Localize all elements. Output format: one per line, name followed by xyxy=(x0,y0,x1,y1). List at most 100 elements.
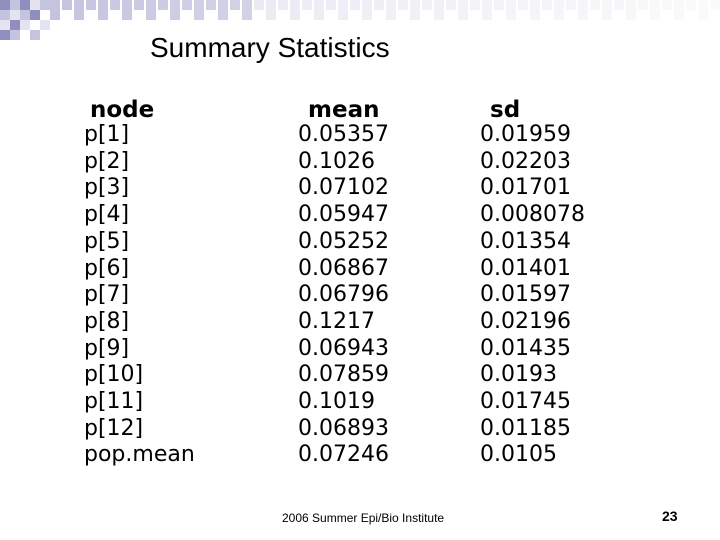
mosaic-strip-square xyxy=(446,0,456,10)
column-header-node: node xyxy=(90,97,155,123)
mosaic-strip-square xyxy=(254,0,264,10)
cell-node: p[8] xyxy=(84,308,130,334)
table-row: p[10] 0.07859 0.0193 xyxy=(80,362,630,389)
mosaic-strip-square xyxy=(230,0,240,10)
column-header-mean: mean xyxy=(308,97,380,123)
mosaic-strip-square xyxy=(158,0,168,10)
mosaic-strip-square xyxy=(410,0,420,20)
cell-mean: 0.05357 xyxy=(298,122,389,147)
mosaic-strip-square xyxy=(278,0,288,10)
cell-sd: 0.01597 xyxy=(480,282,571,308)
cell-sd: 0.01435 xyxy=(480,335,571,361)
mosaic-strip-square xyxy=(578,0,588,20)
cell-mean: 0.1019 xyxy=(298,389,375,415)
cell-node: p[3] xyxy=(84,175,130,201)
mosaic-strip-square xyxy=(674,0,684,20)
mosaic-strip-square xyxy=(458,0,468,20)
table-row: p[11] 0.1019 0.01745 xyxy=(80,389,630,416)
mosaic-strip-square xyxy=(74,0,84,20)
slide-footer: 2006 Summer Epi/Bio Institute xyxy=(282,511,445,525)
mosaic-strip-square xyxy=(518,0,528,10)
decorative-mosaic-banner xyxy=(0,0,720,40)
table-header-row: node mean sd xyxy=(80,98,630,122)
mosaic-strip-square xyxy=(266,0,276,20)
table-row: p[4] 0.05947 0.008078 xyxy=(80,202,630,229)
mosaic-square xyxy=(0,30,10,40)
mosaic-strip-square xyxy=(146,0,156,20)
table-row: p[12] 0.06893 0.01185 xyxy=(80,416,630,443)
cell-mean: 0.06867 xyxy=(298,255,389,281)
cell-sd: 0.01959 xyxy=(480,122,571,147)
table-row: p[7] 0.06796 0.01597 xyxy=(80,282,630,309)
mosaic-square xyxy=(10,20,20,30)
cell-mean: 0.1217 xyxy=(298,308,375,334)
cell-node: p[4] xyxy=(84,202,130,228)
summary-statistics-table: node mean sd p[1] 0.05357 0.01959 p[2] 0.102… xyxy=(80,98,630,469)
cell-node: p[1] xyxy=(84,122,130,147)
mosaic-square xyxy=(10,0,20,10)
cell-mean: 0.06893 xyxy=(298,415,389,441)
table-row: p[9] 0.06943 0.01435 xyxy=(80,336,630,363)
cell-node: p[6] xyxy=(84,255,130,281)
mosaic-strip-square xyxy=(494,0,504,10)
cell-sd: 0.0105 xyxy=(480,442,557,468)
mosaic-strip-square xyxy=(170,0,180,20)
mosaic-square xyxy=(40,0,50,10)
mosaic-square xyxy=(30,0,40,10)
cell-mean: 0.05252 xyxy=(298,228,389,254)
mosaic-strip-square xyxy=(338,0,348,20)
mosaic-square xyxy=(10,30,20,40)
mosaic-strip-square xyxy=(134,0,144,10)
cell-sd: 0.01185 xyxy=(480,415,571,441)
cell-sd: 0.01745 xyxy=(480,389,571,415)
mosaic-square xyxy=(30,30,40,40)
table-row: p[3] 0.07102 0.01701 xyxy=(80,175,630,202)
mosaic-strip-square xyxy=(542,0,552,10)
mosaic-strip-square xyxy=(566,0,576,10)
mosaic-strip-square xyxy=(638,0,648,10)
cell-node: pop.mean xyxy=(84,442,195,468)
mosaic-strip-square xyxy=(62,0,72,10)
mosaic-strip-square xyxy=(590,0,600,10)
cell-sd: 0.0193 xyxy=(480,362,557,388)
mosaic-strip-square xyxy=(374,0,384,10)
cell-node: p[5] xyxy=(84,228,130,254)
mosaic-square xyxy=(20,0,30,10)
mosaic-square xyxy=(0,0,10,10)
mosaic-strip-square xyxy=(350,0,360,10)
cell-node: p[2] xyxy=(84,148,130,174)
mosaic-square xyxy=(0,20,10,30)
mosaic-strip-square xyxy=(626,0,636,20)
table-row: pop.mean 0.07246 0.0105 xyxy=(80,442,630,469)
mosaic-strip-square xyxy=(614,0,624,10)
column-header-sd: sd xyxy=(490,97,521,123)
mosaic-strip-square xyxy=(362,0,372,20)
slide-title: Summary Statistics xyxy=(150,32,390,63)
mosaic-strip-square xyxy=(398,0,408,10)
mosaic-strip-square xyxy=(710,0,720,10)
mosaic-strip-square xyxy=(110,0,120,10)
table-row: p[5] 0.05252 0.01354 xyxy=(80,229,630,256)
mosaic-square xyxy=(20,10,30,20)
mosaic-strip-square xyxy=(470,0,480,10)
table-row: p[8] 0.1217 0.02196 xyxy=(80,309,630,336)
mosaic-strip-square xyxy=(530,0,540,20)
cell-mean: 0.05947 xyxy=(298,202,389,228)
cell-node: p[11] xyxy=(84,389,144,415)
cell-node: p[10] xyxy=(84,362,144,388)
mosaic-strip-square xyxy=(98,0,108,20)
mosaic-strip-square xyxy=(698,0,708,20)
mosaic-strip-square xyxy=(302,0,312,10)
table-row: p[1] 0.05357 0.01959 xyxy=(80,122,630,149)
mosaic-strip-square xyxy=(554,0,564,20)
mosaic-square xyxy=(20,20,30,30)
cell-mean: 0.07246 xyxy=(298,442,389,468)
mosaic-strip-square xyxy=(662,0,672,10)
mosaic-strip-square xyxy=(86,0,96,10)
cell-mean: 0.07102 xyxy=(298,175,389,201)
mosaic-strip-square xyxy=(386,0,396,20)
mosaic-strip-square xyxy=(194,0,204,20)
mosaic-square xyxy=(40,20,50,30)
cell-sd: 0.01354 xyxy=(480,228,571,254)
cell-node: p[9] xyxy=(84,335,130,361)
